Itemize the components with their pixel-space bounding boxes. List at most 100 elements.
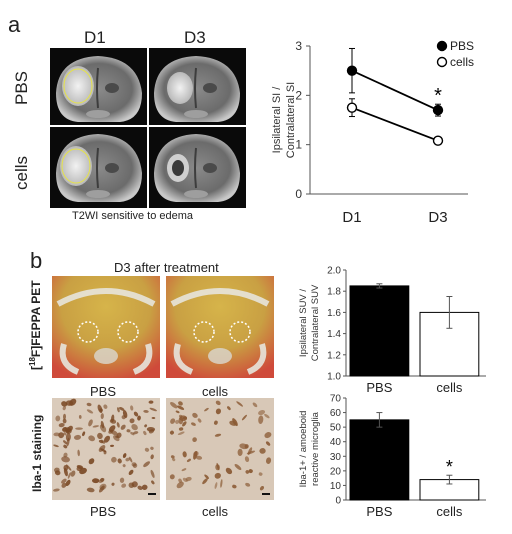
stained-cell	[111, 482, 115, 486]
row-label-cells: cells	[12, 155, 31, 190]
row-label-pbs: PBS	[12, 70, 31, 105]
stained-cell	[146, 426, 156, 432]
stained-cell	[191, 422, 196, 426]
x-tick-label: cells	[436, 380, 463, 392]
stained-cell	[177, 431, 185, 436]
y-axis-label: reactive microglia	[310, 411, 321, 486]
stained-cell	[122, 453, 127, 459]
x-tick-label: cells	[436, 504, 463, 519]
stained-cell	[214, 433, 222, 437]
stained-cell	[120, 424, 126, 430]
stained-cell	[245, 482, 251, 487]
panel-b-letter: b	[30, 248, 43, 273]
stained-cell	[122, 464, 126, 468]
y-tick-label: 1.4	[327, 329, 341, 340]
stained-cell	[111, 414, 115, 423]
pet-label-cells: cells	[202, 384, 229, 399]
stained-cell	[151, 416, 156, 420]
bar-chart-iba: 0 10 20 30 40 50 60 70 Iba-1+ / amoeboid reactive…	[298, 394, 486, 519]
stained-cell	[215, 400, 221, 406]
stained-cell	[195, 455, 203, 460]
stained-cell	[63, 440, 68, 445]
stained-cell	[259, 485, 265, 491]
stained-cell	[258, 410, 266, 416]
y-axis-label: Ipsilateral SUV /	[298, 289, 309, 357]
stained-cell	[58, 432, 65, 439]
stained-cell	[186, 458, 191, 462]
stained-cell	[128, 469, 134, 476]
stained-cell	[103, 404, 108, 409]
y-tick-label: 2	[295, 88, 302, 102]
stained-cell	[131, 462, 137, 467]
bar-chart-suv: 1.0 1.2 1.4 1.6 1.8 2.0 Ipsilateral SUV / Contr…	[298, 266, 486, 392]
stained-cell	[214, 420, 218, 425]
pet-side-label-pre: [	[29, 366, 43, 370]
stained-cell	[67, 472, 71, 479]
pet-side-label: [18F]FEPPA PET	[28, 280, 43, 370]
stained-cell	[193, 451, 199, 457]
pet-cells	[166, 276, 274, 378]
stained-cell	[245, 470, 250, 474]
stained-cell	[150, 454, 154, 460]
stained-cell	[137, 485, 143, 491]
stained-cell	[225, 467, 233, 475]
stained-cell	[63, 467, 68, 477]
stained-cell	[234, 463, 242, 471]
y-axis-label: Iba-1+ / amoeboid	[298, 411, 309, 488]
stained-cell	[119, 406, 125, 411]
stained-cell	[178, 427, 184, 431]
stained-cell	[130, 431, 135, 436]
stained-cell	[63, 444, 68, 449]
stained-cell	[150, 469, 155, 478]
legend-label-PBS: PBS	[450, 39, 474, 53]
stained-cell	[110, 444, 115, 447]
stained-cell	[77, 449, 80, 457]
stained-cell	[176, 481, 184, 489]
stained-cell	[214, 482, 218, 489]
pet-pbs	[52, 276, 160, 378]
stained-cell	[130, 405, 134, 411]
stained-cell	[70, 470, 76, 477]
stained-cell	[61, 478, 67, 484]
stained-cell	[86, 487, 95, 493]
stained-cell	[264, 413, 270, 419]
x-tick-label: PBS	[366, 380, 392, 392]
stained-cell	[197, 418, 202, 423]
col-label-d3: D3	[184, 28, 206, 47]
stained-cell	[86, 409, 94, 414]
y-tick-label: 2.0	[327, 266, 341, 277]
mri-cells-d1	[56, 134, 142, 202]
stained-cell	[143, 409, 149, 413]
stained-cell	[110, 429, 118, 436]
stained-cell	[116, 432, 122, 439]
stained-cell	[73, 434, 82, 440]
stained-cell	[75, 427, 83, 430]
y-tick-label: 30	[330, 452, 342, 463]
mri-caption: T2WI sensitive to edema	[72, 210, 194, 222]
stained-cell	[215, 408, 222, 415]
mri-pbs-d1	[56, 56, 142, 122]
iba-side-label: Iba-1 staining	[30, 414, 44, 492]
y-tick-label: 0	[335, 496, 341, 507]
pet-images	[52, 276, 274, 378]
x-tick-label: D1	[342, 209, 361, 226]
stained-cell	[244, 456, 250, 463]
point-cells	[346, 102, 358, 113]
stained-cell	[63, 413, 67, 420]
legend-label-cells: cells	[450, 55, 474, 69]
y-tick-label: 1.0	[327, 372, 341, 383]
point-PBS	[346, 65, 358, 76]
stained-cell	[247, 447, 253, 455]
stained-cell	[61, 401, 68, 407]
stained-cell	[143, 430, 147, 436]
y-tick-label: 1.2	[327, 350, 341, 361]
point-cells	[432, 135, 444, 146]
y-tick-label: 40	[330, 437, 342, 448]
stained-cell	[133, 431, 139, 435]
stained-cell	[169, 430, 174, 435]
stained-cell	[176, 405, 185, 410]
stained-cell	[129, 418, 135, 424]
stained-cell	[65, 433, 71, 442]
y-tick-label: 50	[330, 423, 342, 434]
stained-cell	[182, 421, 187, 427]
